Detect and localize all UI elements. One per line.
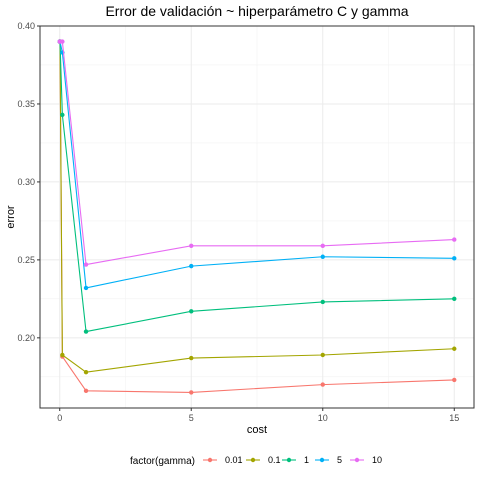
data-point-10 (452, 237, 457, 242)
legend-title: factor(gamma) (130, 456, 195, 467)
data-point-5 (320, 254, 325, 259)
panel-border (39, 25, 475, 409)
data-point-0.01 (320, 382, 325, 387)
series-lines (57, 39, 457, 395)
data-point-5 (83, 285, 89, 291)
y-tick-label: 0.40 (17, 21, 35, 31)
data-point-0.1 (189, 355, 194, 361)
y-tick-label: 0.35 (17, 99, 35, 109)
legend-label: 5 (337, 455, 342, 465)
y-tick-label: 0.25 (17, 255, 35, 265)
legend-key-point (319, 457, 325, 463)
data-point-10 (320, 243, 325, 249)
data-point-0.1 (452, 346, 457, 351)
data-point-1 (189, 309, 194, 314)
data-point-1 (452, 296, 457, 302)
data-point-10 (83, 262, 89, 267)
legend-key-point (250, 457, 256, 463)
y-axis-label: error (5, 205, 17, 229)
data-point-10 (189, 243, 194, 249)
legend-label: 1 (304, 455, 309, 465)
data-point-0.01 (83, 388, 89, 394)
x-tick-label: 0 (57, 413, 62, 423)
data-point-0.1 (60, 352, 65, 358)
y-tick-label: 0.30 (17, 177, 35, 187)
axes: 0.20 0.25 0.30 0.35 0.40 0 5 10 15 (17, 21, 459, 423)
x-tick-label: 15 (449, 413, 459, 423)
legend-key-point (207, 457, 213, 463)
y-tick-label: 0.20 (17, 333, 35, 343)
data-point-10 (60, 39, 65, 44)
data-point-0.01 (452, 377, 457, 383)
data-point-5 (452, 256, 457, 261)
data-point-1 (320, 299, 325, 305)
x-axis-label: cost (247, 424, 267, 436)
x-tick-label: 10 (318, 413, 328, 423)
data-point-0.1 (83, 369, 89, 375)
data-point-0.01 (189, 390, 194, 395)
legend-key-point (354, 457, 360, 463)
legend-key-point (286, 457, 292, 463)
x-tick-label: 5 (189, 413, 194, 423)
legend-label: 0.01 (225, 455, 243, 465)
data-point-1 (60, 112, 65, 118)
legend: factor(gamma) 0.01 0.1 1 5 10 (130, 455, 382, 467)
data-point-5 (189, 263, 194, 269)
data-point-0.1 (320, 352, 325, 358)
legend-label: 0.1 (268, 455, 281, 465)
data-point-1 (83, 329, 89, 334)
legend-label: 10 (372, 455, 382, 465)
chart-title: Error de validación ~ hiperparámetro C y… (105, 3, 408, 19)
